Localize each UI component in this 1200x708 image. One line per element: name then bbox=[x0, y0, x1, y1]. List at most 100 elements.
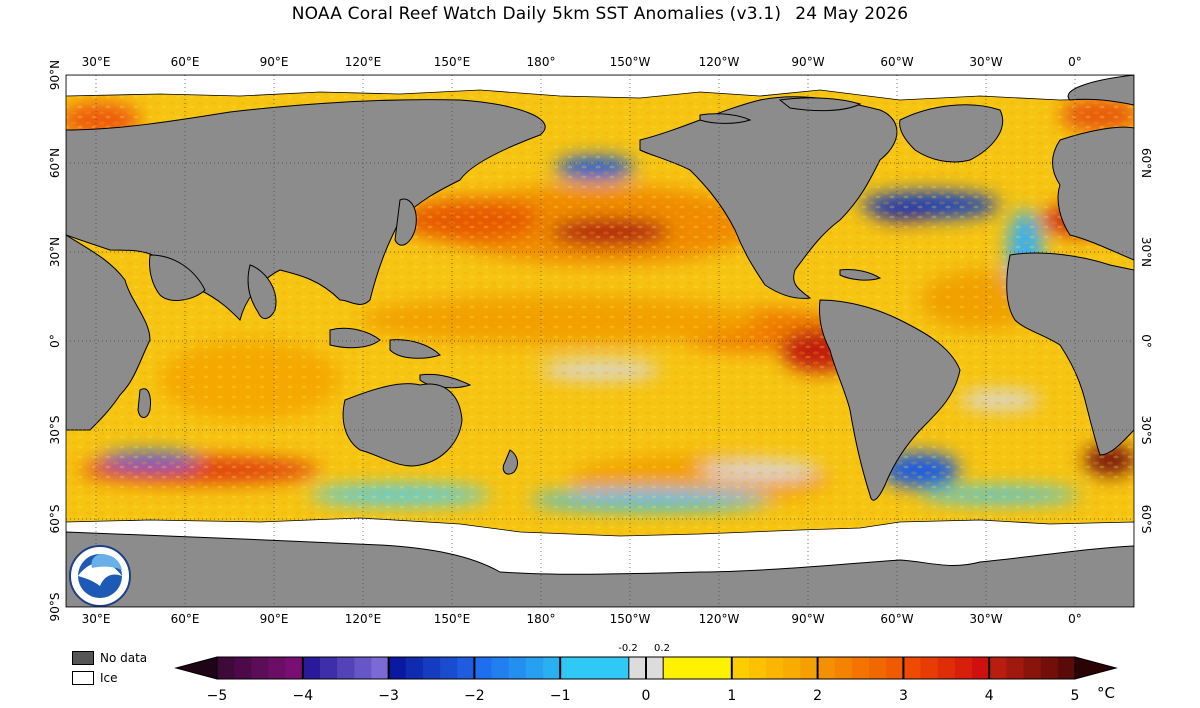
colorbar-tick-label: −3 bbox=[378, 688, 399, 704]
lon-label-top: 60°E bbox=[171, 55, 200, 69]
lon-label-top: 150°W bbox=[610, 55, 651, 69]
lat-label-right: 30°S bbox=[1139, 416, 1153, 445]
lon-label-top: 30°W bbox=[969, 55, 1002, 69]
colorbar-band bbox=[1040, 657, 1059, 679]
lat-label-left: 60°N bbox=[48, 148, 62, 178]
lon-label-bottom: 0° bbox=[1068, 612, 1082, 626]
colorbar-band bbox=[834, 657, 853, 679]
lon-label-bottom: 30°E bbox=[82, 612, 111, 626]
colorbar-band bbox=[251, 657, 269, 679]
colorbar-small-tick-pos: 0.2 bbox=[654, 643, 670, 654]
colorbar-band bbox=[508, 657, 527, 679]
lon-label-top: 120°W bbox=[699, 55, 740, 69]
colorbar-band bbox=[766, 657, 784, 679]
lon-label-top: 30°E bbox=[82, 55, 111, 69]
lat-label-left: 30°N bbox=[48, 237, 62, 267]
colorbar-band bbox=[1006, 657, 1025, 679]
colorbar-band bbox=[663, 657, 733, 679]
colorbar-band bbox=[337, 657, 355, 679]
colorbar-band bbox=[543, 657, 561, 679]
land bbox=[66, 75, 1134, 607]
lat-label-right: 60°N bbox=[1139, 148, 1153, 178]
colorbar-tick-label: −2 bbox=[464, 688, 485, 704]
colorbar-band bbox=[748, 657, 767, 679]
land-north-america bbox=[639, 96, 898, 299]
colorbar-band bbox=[388, 657, 407, 679]
colorbar-min-extension bbox=[174, 656, 218, 680]
lat-labels-left: 90°N 60°N 30°N 0° 30°S 60°S 90°S bbox=[48, 60, 62, 622]
colorbar-band bbox=[920, 657, 939, 679]
colorbar-tick-label: 2 bbox=[813, 688, 822, 704]
colorbar-band bbox=[354, 657, 372, 679]
noaa-logo bbox=[69, 545, 131, 607]
lon-label-bottom: 60°E bbox=[171, 612, 200, 626]
title-text: NOAA Coral Reef Watch Daily 5km SST Anom… bbox=[291, 4, 782, 24]
lon-labels-bottom: 30°E 60°E 90°E 120°E 150°E 180° 150°W 12… bbox=[82, 612, 1082, 626]
colorbar-tick-label: −1 bbox=[550, 688, 571, 704]
lon-label-bottom: 30°W bbox=[969, 612, 1002, 626]
colorbar-band bbox=[302, 657, 321, 679]
lon-label-top: 120°E bbox=[345, 55, 382, 69]
colorbar-band bbox=[972, 657, 990, 679]
lon-label-bottom: 120°E bbox=[345, 612, 382, 626]
colorbar-band bbox=[817, 657, 836, 679]
lon-label-bottom: 90°E bbox=[260, 612, 289, 626]
colorbar-band bbox=[422, 657, 441, 679]
lat-label-left: 0° bbox=[48, 334, 62, 348]
colorbar-band bbox=[491, 657, 510, 679]
lon-label-bottom: 120°W bbox=[699, 612, 740, 626]
map-frame bbox=[65, 74, 1135, 608]
title-date: 24 May 2026 bbox=[795, 4, 909, 24]
colorbar-tick-label: 3 bbox=[899, 688, 908, 704]
graticule bbox=[66, 75, 1134, 607]
colorbar-band bbox=[886, 657, 904, 679]
colorbar-band bbox=[954, 657, 973, 679]
colorbar-band bbox=[285, 657, 304, 679]
lon-labels-top: 30°E 60°E 90°E 120°E 150°E 180° 150°W 12… bbox=[82, 55, 1082, 69]
colorbar-tick-label: −4 bbox=[292, 688, 313, 704]
lon-label-top: 0° bbox=[1068, 55, 1082, 69]
colorbar-band bbox=[731, 657, 750, 679]
colorbar-band bbox=[525, 657, 544, 679]
colorbar-band bbox=[989, 657, 1007, 679]
lat-label-left: 30°S bbox=[48, 416, 62, 445]
colorbar-band bbox=[474, 657, 493, 679]
colorbar: −5 −4 −3 −2 −1 0 1 2 3 4 5 -0.2 0.2 °C bbox=[174, 643, 1118, 704]
map-panel bbox=[66, 75, 1134, 607]
land-antarctica bbox=[66, 531, 1134, 607]
lat-label-right: 30°N bbox=[1139, 237, 1153, 267]
lat-labels-right: 60°N 30°N 0° 30°S 60°S bbox=[1139, 148, 1153, 534]
colorbar-band bbox=[903, 657, 922, 679]
land-south-america bbox=[819, 299, 961, 501]
colorbar-ticks: −5 −4 −3 −2 −1 0 1 2 3 4 5 bbox=[207, 657, 1079, 704]
colorbar-band bbox=[851, 657, 870, 679]
colorbar-bands bbox=[217, 657, 1076, 679]
colorbar-band bbox=[869, 657, 887, 679]
colorbar-band bbox=[405, 657, 424, 679]
lon-label-top: 60°W bbox=[880, 55, 913, 69]
colorbar-tick-label: 0 bbox=[642, 688, 651, 704]
lon-label-top: 150°E bbox=[434, 55, 471, 69]
colorbar-band bbox=[457, 657, 475, 679]
lon-label-bottom: 60°W bbox=[880, 612, 913, 626]
colorbar-band bbox=[440, 657, 458, 679]
land-africa-east bbox=[66, 234, 151, 431]
colorbar-small-tick-neg: -0.2 bbox=[618, 643, 638, 654]
colorbar-max-extension bbox=[1074, 656, 1118, 680]
ice-label: Ice bbox=[100, 671, 118, 685]
lon-label-top: 180° bbox=[527, 55, 556, 69]
colorbar-band bbox=[319, 657, 338, 679]
lat-label-right: 60°S bbox=[1139, 505, 1153, 534]
colorbar-tick-label: −5 bbox=[207, 688, 228, 704]
colorbar-band bbox=[268, 657, 287, 679]
colorbar-band bbox=[800, 657, 819, 679]
colorbar-band bbox=[234, 657, 252, 679]
colorbar-band bbox=[937, 657, 956, 679]
colorbar-band bbox=[560, 657, 630, 679]
lon-label-top: 90°E bbox=[260, 55, 289, 69]
colorbar-tick-label: 4 bbox=[985, 688, 994, 704]
lon-label-top: 90°W bbox=[791, 55, 824, 69]
lon-label-bottom: 150°E bbox=[434, 612, 471, 626]
lat-label-right: 0° bbox=[1139, 334, 1153, 348]
